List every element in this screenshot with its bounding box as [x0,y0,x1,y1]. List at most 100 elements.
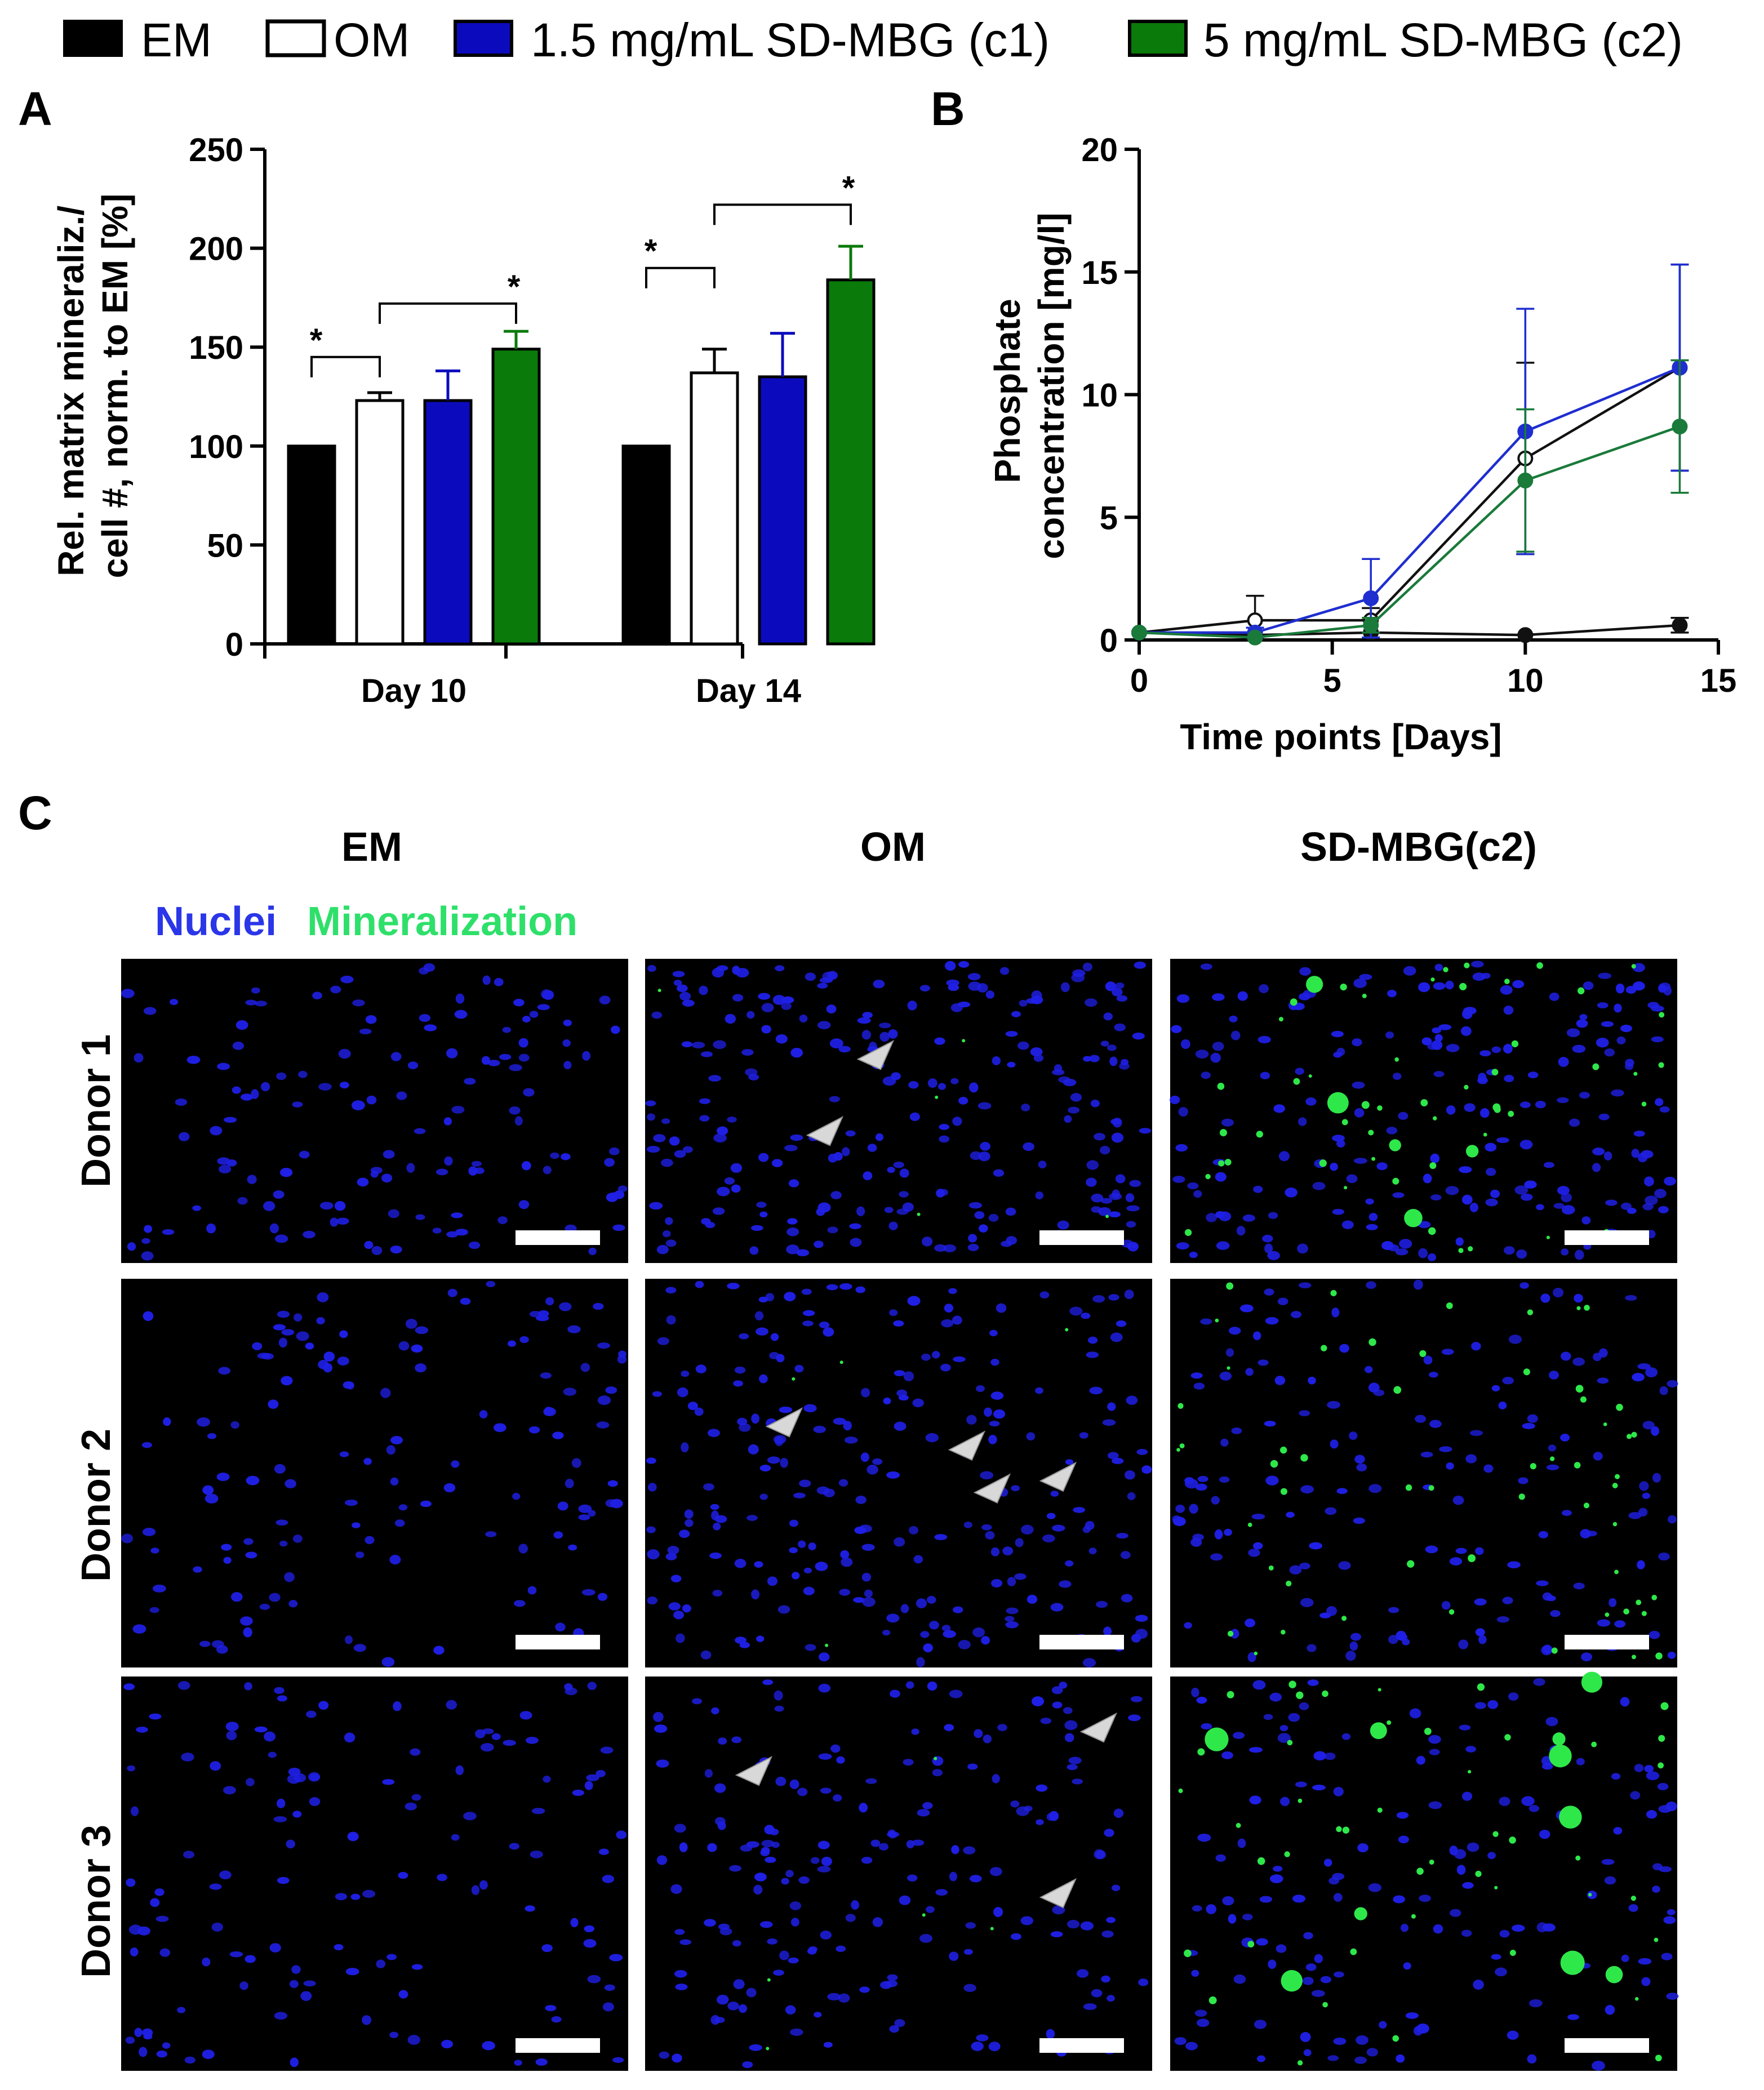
nucleus [826,1004,837,1014]
nucleus [1175,1504,1185,1513]
nucleus [278,1337,287,1348]
nucleus [891,1072,901,1080]
mineral-deposit [1651,1594,1658,1600]
nucleus [1292,1895,1306,1903]
nucleus [243,1627,252,1638]
mineral-deposit [1536,962,1543,969]
nucleus [665,1239,677,1247]
nucleus [259,1603,270,1610]
nucleus [817,1840,830,1849]
mineral-deposit [1523,1368,1530,1376]
nucleus [141,1442,152,1448]
nucleus [298,1070,308,1078]
nucleus [1291,1311,1302,1318]
nucleus [1605,1199,1618,1206]
nucleus [1260,1071,1270,1079]
mineral-deposit [1419,1350,1427,1357]
nucleus [582,1051,591,1061]
nucleus [1109,1056,1118,1066]
mineral-deposit [1226,1282,1234,1290]
nucleus [966,1415,977,1425]
nucleus [1632,981,1645,991]
series-line [1139,425,1681,639]
nucleus [709,1552,722,1559]
nucleus [1036,1784,1048,1792]
nucleus [386,1445,396,1455]
nucleus [1090,1100,1100,1108]
nucleus [1330,1439,1339,1449]
nucleus [1300,1485,1314,1494]
nucleus [691,1042,705,1048]
panel-c-letter: C [18,786,52,839]
nucleus [1051,1686,1063,1695]
nucleus [1498,1401,1507,1409]
nucleus [1429,1749,1440,1755]
nucleus [543,1776,551,1783]
mineral-deposit [1494,1106,1501,1113]
nucleus [1642,1421,1655,1430]
nucleus [163,1417,171,1426]
nucleus [1184,1622,1192,1629]
nucleus [1273,1865,1283,1872]
nucleus [1196,1696,1207,1704]
nucleus [1087,1336,1098,1344]
nucleus [316,1317,325,1324]
nucleus [1366,2048,1378,2057]
mineral-deposit [1284,1851,1290,1857]
nucleus [181,1753,194,1762]
mineral-deposit [1584,1305,1590,1311]
nucleus [334,1200,346,1211]
nucleus [1615,983,1625,994]
nucleus [1002,1546,1014,1556]
nucleus [1020,1916,1034,1926]
nucleus [433,1646,445,1655]
nucleus [330,985,341,994]
nucleus [1086,1160,1099,1170]
nucleus [1604,1048,1615,1057]
nucleus [976,2034,989,2042]
nucleus [1052,1905,1065,1915]
nucleus [807,1947,817,1955]
nucleus [1082,962,1092,972]
row-label-donor-3: Donor 3 [74,1825,119,1978]
significance-star: * [508,269,521,305]
nucleus [1398,1835,1409,1844]
scale-bar [516,1230,600,1245]
nucleus [911,1728,919,1735]
nucleus [446,1231,459,1238]
nucleus [1518,1477,1528,1484]
nucleus [797,1540,806,1548]
nucleus [673,1610,685,1620]
nucleus [753,1884,763,1895]
nucleus [318,1083,332,1091]
nucleus [1240,1304,1254,1313]
nucleus [1359,973,1372,980]
nucleus [162,1229,175,1235]
nucleus [1502,1377,1514,1385]
nucleus [1507,2030,1519,2040]
nucleus [786,1244,799,1255]
nucleus [1268,1212,1278,1219]
nucleus [455,1229,468,1236]
nucleus [777,1605,790,1614]
nucleus [522,1016,531,1022]
nucleus [839,1283,852,1290]
mineral-deposit [1362,993,1367,998]
nucleus [908,1081,919,1089]
nucleus [216,1645,228,1654]
nucleus [1474,1702,1486,1709]
nucleus [805,1644,816,1651]
nucleus [1024,1806,1033,1812]
nucleus [1190,1537,1202,1547]
nucleus [1286,1511,1295,1518]
nucleus [1644,1765,1654,1773]
nucleus [1549,993,1559,1001]
nucleus [1274,1376,1286,1385]
nucleus [291,1965,301,1974]
nucleus [981,1524,992,1531]
nucleus [921,1237,933,1247]
mineral-deposit [1377,1807,1383,1813]
nucleus [381,1657,395,1667]
nucleus [1116,995,1128,1002]
nucleus [406,1163,415,1173]
